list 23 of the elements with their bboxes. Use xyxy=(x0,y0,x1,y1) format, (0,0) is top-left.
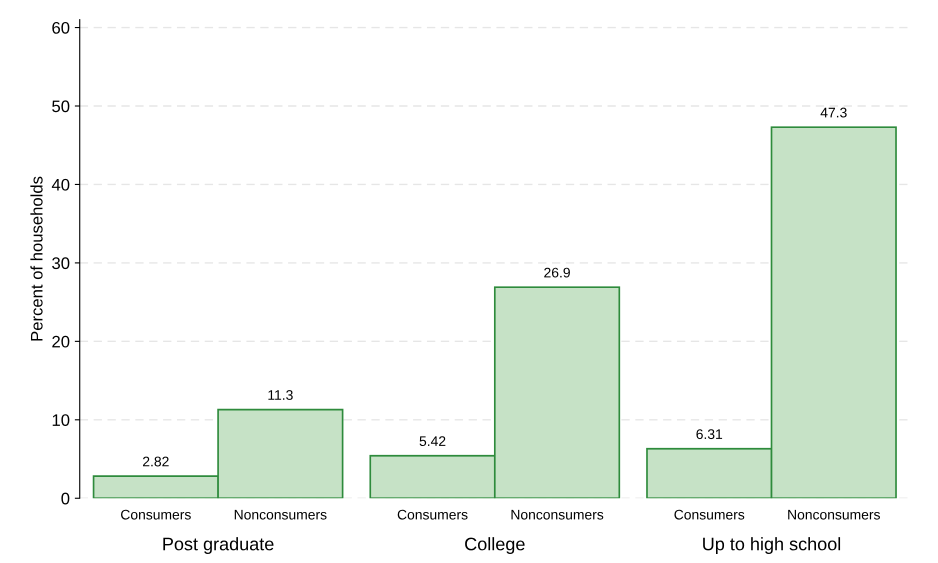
data-label: 11.3 xyxy=(268,390,293,400)
series-label: Nonconsumers xyxy=(234,510,327,520)
data-label: 6.31 xyxy=(696,429,722,440)
y-tick-label: 30 xyxy=(52,257,70,270)
text: Consumers xyxy=(674,510,744,520)
y-tick-label: 50 xyxy=(52,100,70,112)
x-tick-label: Up to high school xyxy=(703,537,840,554)
y-tick-label: 20 xyxy=(52,336,70,348)
y-tick-label: 40 xyxy=(52,178,70,191)
text: Consumers xyxy=(398,510,468,520)
series-label: Consumers xyxy=(121,510,191,520)
y-axis-title: Percent of households xyxy=(30,176,43,341)
text: Nonconsumers xyxy=(788,510,880,520)
y-tick-label: 10 xyxy=(52,414,70,426)
x-tick-label: Post graduate xyxy=(163,537,274,554)
data-label: 2.82 xyxy=(143,456,169,466)
data-label: 5.42 xyxy=(420,436,446,446)
y-tick-label: 60 xyxy=(52,22,70,34)
data-label: 47.3 xyxy=(820,108,847,118)
x-tick-label: College xyxy=(465,537,525,554)
y-tick-label: 0 xyxy=(61,492,70,504)
data-label: 26.9 xyxy=(544,268,570,278)
text: Nonconsumers xyxy=(511,510,604,520)
